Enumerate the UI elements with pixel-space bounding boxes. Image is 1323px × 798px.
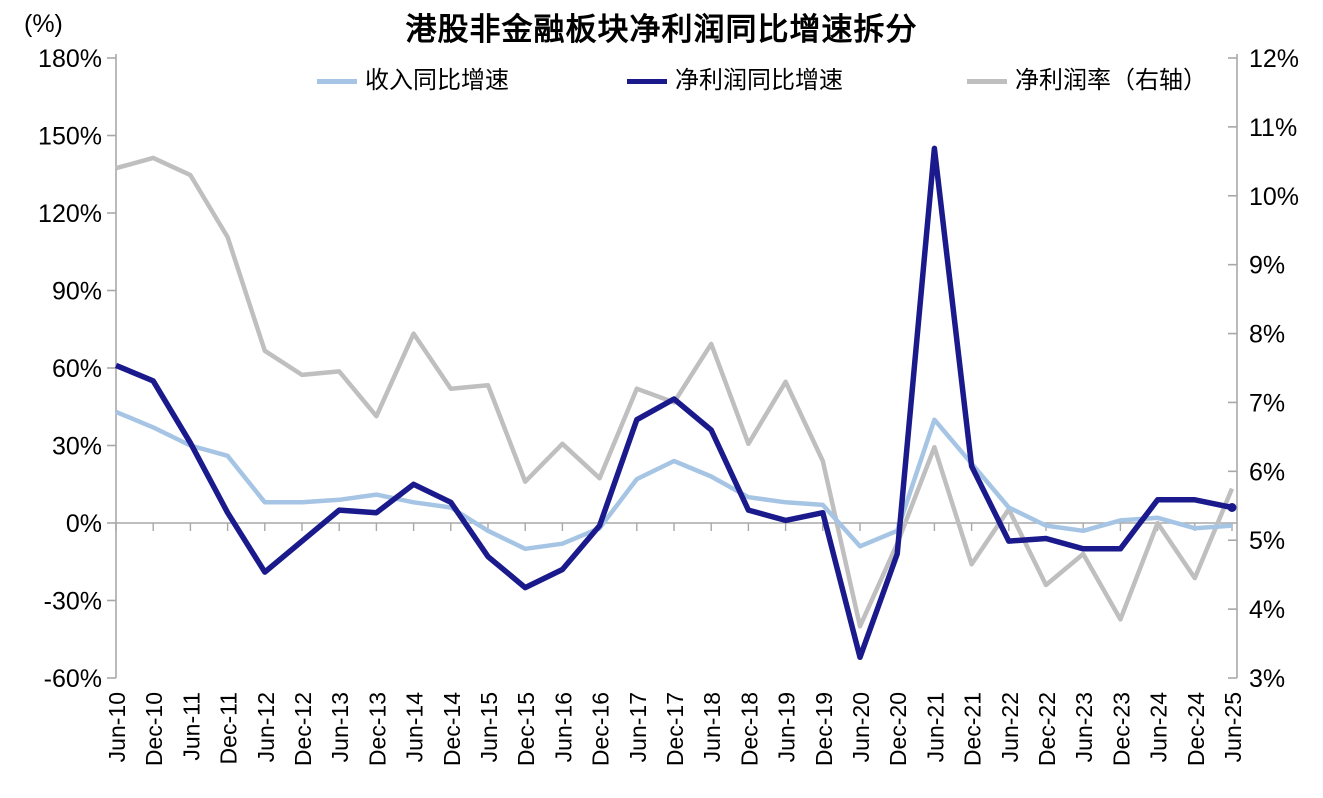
x-axis-label: Jun-18	[699, 692, 725, 762]
x-axis-label: Jun-10	[104, 692, 130, 762]
right-axis-tick-label: 10%	[1249, 183, 1299, 211]
legend-label-net-margin: 净利润率（右轴）	[1015, 67, 1207, 94]
x-axis-label: Jun-12	[253, 692, 279, 762]
x-axis-label: Dec-22	[1034, 692, 1060, 766]
legend-swatch-revenue-yoy	[317, 79, 357, 84]
x-axis-label: Dec-13	[364, 692, 390, 766]
legend-label-revenue-yoy: 收入同比增速	[365, 67, 509, 94]
x-axis-label: Dec-18	[736, 692, 762, 766]
x-axis-label: Jun-21	[922, 692, 948, 762]
right-axis-tick-label: 8%	[1249, 321, 1285, 349]
x-axis-label: Jun-14	[402, 692, 428, 763]
x-axis-label: Jun-17	[625, 692, 651, 762]
x-axis-label: Dec-12	[290, 692, 316, 766]
x-axis-label: Dec-19	[811, 692, 837, 766]
x-axis-label: Jun-24	[1146, 692, 1172, 763]
x-axis-label: Dec-20	[885, 692, 911, 766]
right-axis-tick-label: 6%	[1249, 458, 1285, 486]
right-axis-tick-label: 4%	[1249, 596, 1285, 624]
x-axis-label: Jun-13	[327, 692, 353, 762]
chart-title: 港股非金融板块净利润同比增速拆分	[405, 12, 918, 47]
x-axis-label: Jun-22	[997, 692, 1023, 762]
x-axis-label: Jun-25	[1220, 692, 1246, 762]
x-axis-label: Dec-21	[960, 692, 986, 766]
x-axis-label: Dec-15	[513, 692, 539, 766]
x-axis-label: Jun-16	[550, 692, 576, 762]
left-axis-tick-label: 150%	[38, 123, 102, 151]
x-axis-label: Dec-14	[439, 692, 465, 766]
right-axis-tick-label: 7%	[1249, 389, 1285, 417]
x-axis-label: Jun-20	[848, 692, 874, 762]
x-axis-label: Dec-11	[216, 692, 242, 764]
left-axis-tick-label: 120%	[38, 200, 102, 228]
left-axis-tick-label: 30%	[52, 433, 102, 461]
left-axis-tick-label: 90%	[52, 278, 102, 306]
x-axis-label: Jun-23	[1071, 692, 1097, 762]
x-axis-label: Jun-19	[774, 692, 800, 762]
legend-item-net-profit-yoy: 净利润同比增速	[627, 60, 843, 95]
x-axis-label: Dec-16	[588, 692, 614, 766]
legend-swatch-net-margin	[967, 79, 1007, 84]
x-axis-label: Jun-15	[476, 692, 502, 762]
x-axis-label: Dec-17	[662, 692, 688, 766]
right-axis-tick-label: 5%	[1249, 527, 1285, 555]
left-axis-tick-label: -60%	[44, 665, 102, 693]
legend-label-net-profit-yoy: 净利润同比增速	[675, 67, 843, 94]
right-axis-tick-label: 12%	[1249, 45, 1299, 73]
series-line-net-profit-yoy	[114, 145, 1233, 661]
legend-item-revenue-yoy: 收入同比增速	[317, 60, 509, 95]
x-axis-label: Dec-10	[141, 692, 167, 766]
net-profit-last-point-marker	[1227, 503, 1237, 512]
right-axis-tick-label: 9%	[1249, 252, 1285, 280]
right-axis-tick-label: 11%	[1249, 114, 1297, 142]
left-axis-tick-label: 180%	[38, 45, 102, 73]
left-axis-tick-label: 60%	[52, 355, 102, 383]
right-axis-tick-label: 3%	[1249, 665, 1285, 693]
x-axis-label: Dec-24	[1183, 692, 1209, 766]
legend-swatch-net-profit-yoy	[627, 79, 667, 84]
left-axis-tick-label: -30%	[44, 588, 102, 616]
left-axis-tick-label: 0%	[66, 510, 102, 538]
x-axis-label: Dec-23	[1108, 692, 1134, 766]
legend-item-net-margin: 净利润率（右轴）	[967, 60, 1207, 95]
x-axis-label: Jun-11	[178, 692, 204, 761]
series-line-revenue-yoy	[115, 409, 1233, 552]
left-axis-unit-label: (%)	[24, 10, 63, 38]
